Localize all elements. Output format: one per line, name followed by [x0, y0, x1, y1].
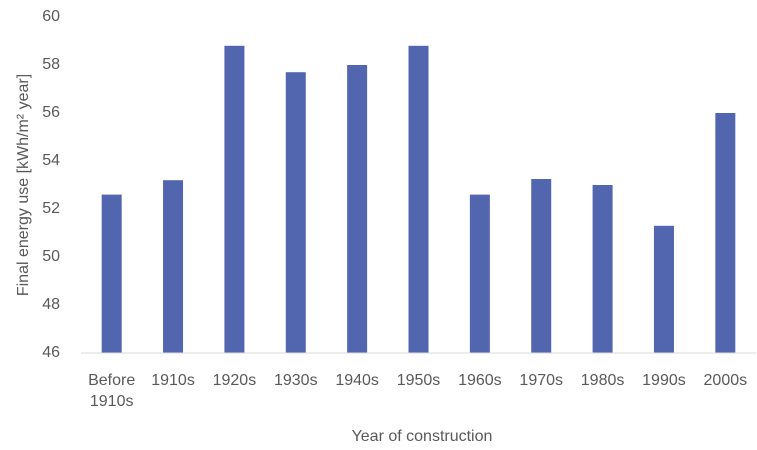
x-tick-label: 1990s: [642, 372, 686, 389]
x-tick-label: 1940s: [335, 372, 379, 389]
y-tick-label: 52: [42, 200, 60, 217]
bar: [224, 45, 245, 354]
x-tick-label: 1980s: [580, 372, 625, 389]
x-tick-label: 1920s: [212, 372, 257, 389]
bar: [163, 180, 184, 353]
y-tick-label: 46: [42, 344, 60, 361]
x-tick-label: 1930s: [273, 372, 318, 389]
y-tick-label: 48: [42, 296, 60, 313]
y-tick-label: 60: [42, 8, 60, 25]
bar: [285, 72, 306, 353]
bar: [101, 194, 122, 353]
bar: [408, 45, 429, 354]
x-axis-title: Year of construction: [352, 428, 493, 445]
x-tick-label: 1960s: [458, 372, 502, 389]
x-tick-label: 1910s: [151, 372, 195, 389]
x-tick-label: 1950s: [396, 372, 441, 389]
y-tick-label: 58: [42, 56, 60, 73]
y-axis-title: Final energy use [kWh/m² year]: [15, 74, 32, 296]
y-tick-label: 54: [42, 152, 60, 169]
x-tick-label: Before 1910s: [88, 372, 136, 410]
bar: [592, 185, 613, 353]
bar: [715, 113, 736, 353]
bar: [347, 65, 368, 353]
bar: [531, 179, 552, 353]
bar: [653, 225, 674, 353]
x-tick-label: 1970s: [519, 372, 564, 389]
bar: [469, 194, 490, 353]
x-tick-label: 2000s: [703, 372, 748, 389]
y-tick-label: 56: [42, 104, 60, 121]
y-tick-label: 50: [42, 248, 60, 265]
